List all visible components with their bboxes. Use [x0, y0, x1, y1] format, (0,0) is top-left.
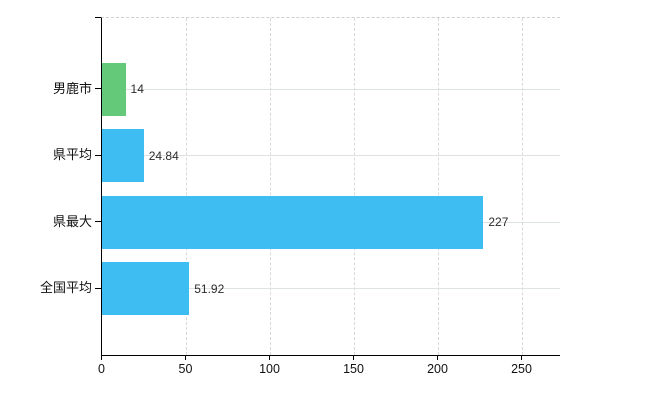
x-axis-tick-label: 250 — [511, 362, 532, 376]
bar-全国平均[interactable] — [102, 262, 190, 316]
x-axis-tick-label: 100 — [259, 362, 280, 376]
bar-value-label: 14 — [130, 82, 144, 97]
y-axis-category-label: 県最大 — [52, 213, 92, 229]
y-axis-category-label: 全国平均 — [39, 280, 92, 296]
x-axis-tick — [185, 355, 186, 360]
y-axis-tick — [95, 287, 101, 289]
x-axis-tick-label: 150 — [343, 362, 364, 376]
x-gridline — [185, 18, 187, 355]
y-axis-category-label: 男鹿市 — [52, 80, 92, 96]
y-axis-end-tick — [95, 17, 101, 18]
x-axis-tick — [521, 355, 522, 360]
x-gridline — [269, 18, 271, 355]
x-gridline — [521, 18, 523, 355]
x-axis-tick — [101, 355, 102, 360]
x-gridline — [353, 18, 355, 355]
x-axis-tick — [269, 355, 270, 360]
y-axis-tick — [95, 88, 101, 90]
bar-県最大[interactable] — [102, 195, 484, 249]
x-axis-tick-label: 0 — [98, 362, 105, 376]
x-gridline — [437, 18, 439, 355]
plot-area: 14 24.84 227 51.92 — [101, 17, 560, 356]
y-gridline — [102, 288, 560, 290]
bar-男鹿市[interactable] — [102, 62, 126, 116]
bar-value-label: 24.84 — [148, 148, 179, 163]
x-axis-tick — [353, 355, 354, 360]
y-gridline — [102, 155, 560, 157]
bar-value-label: 227 — [488, 215, 509, 230]
bar-value-label: 51.92 — [194, 281, 225, 296]
x-axis-tick-label: 50 — [178, 362, 193, 376]
x-axis-tick-label: 200 — [427, 362, 448, 376]
y-gridline — [102, 88, 560, 90]
y-axis-tick — [95, 154, 101, 156]
bar-県平均[interactable] — [102, 129, 144, 183]
x-axis-tick — [437, 355, 438, 360]
y-axis-tick — [95, 221, 101, 223]
y-axis-category-label: 県平均 — [52, 147, 92, 163]
